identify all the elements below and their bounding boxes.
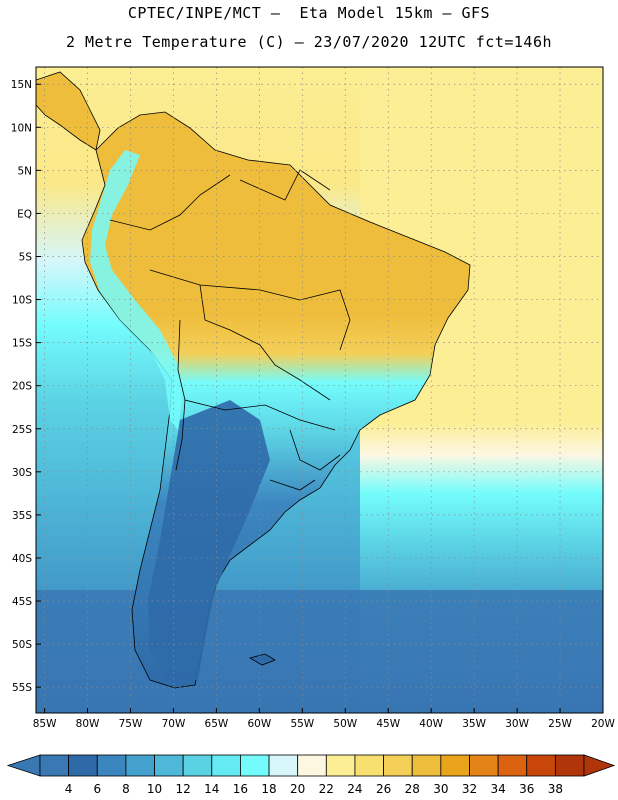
colorbar-swatch (39, 754, 70, 777)
lat-tick-label: 40S (12, 553, 32, 565)
central-america-land (36, 71, 101, 151)
colorbar-swatch (497, 754, 528, 777)
colorbar-swatch (96, 754, 127, 777)
lon-tick-label: 55W (290, 718, 314, 730)
graticule (36, 67, 603, 713)
colorbar-label: 34 (490, 782, 505, 796)
lon-tick-label: 80W (76, 718, 100, 730)
lon-tick-label: 35W (462, 718, 486, 730)
map-frame (35, 66, 604, 714)
colorbar-swatch (240, 754, 270, 777)
lon-tick-label: 70W (162, 718, 186, 730)
lat-tick-label: 10N (11, 122, 32, 134)
country-borders (109, 169, 351, 491)
lon-tick-label: 45W (376, 718, 400, 730)
colorbar-label: 16 (233, 782, 248, 796)
colorbar-label: 28 (405, 782, 420, 796)
southern-ocean-field (36, 590, 603, 713)
lon-tick-label: 85W (33, 718, 57, 730)
lat-tick-label: 35S (12, 510, 32, 522)
lat-tick-label: 15N (11, 79, 32, 91)
lat-tick-label: 15S (12, 338, 32, 350)
colorbar-swatch (125, 754, 155, 777)
colorbar-swatch (325, 754, 356, 777)
lon-tick-label: 60W (247, 718, 271, 730)
lon-tick-label: 65W (205, 718, 229, 730)
map-subtitle: 2 Metre Temperature (C) – 23/07/2020 12U… (65, 33, 553, 51)
lon-tick-label: 50W (333, 718, 357, 730)
map-plot-area (36, 67, 603, 713)
lon-tick-label: 25W (548, 718, 572, 730)
lat-tick-label: EQ (17, 208, 32, 220)
colorbar-swatch (469, 754, 499, 777)
colorbar-swatch (68, 754, 98, 777)
colorbar-swatch (182, 754, 213, 777)
colorbar-swatch (354, 754, 384, 777)
colorbar-min-arrow (6, 754, 41, 777)
lon-tick-label: 20W (591, 718, 615, 730)
colorbar-label: 24 (347, 782, 362, 796)
colorbar-label: 14 (204, 782, 219, 796)
colorbar-swatch (297, 754, 327, 777)
colorbar-swatch (554, 754, 585, 777)
lon-tick-label: 30W (505, 718, 529, 730)
colorbar-swatch (526, 754, 556, 777)
colorbar-label: 26 (376, 782, 391, 796)
latitude-axis: 15N 10N 5N EQ 5S 10S 15S 20S 25S 30S 35S 40S 45S 50S 5… (11, 79, 41, 694)
lat-tick-label: 30S (12, 467, 32, 479)
lat-tick-label: 50S (12, 639, 32, 651)
lon-tick-label: 75W (119, 718, 143, 730)
map-title: CPTEC/INPE/MCT – Eta Model 15km – GFS (127, 4, 491, 22)
andes-cool-band (90, 150, 182, 430)
lat-tick-label: 45S (12, 596, 32, 608)
longitude-axis: 85W 80W 75W 70W 65W 60W 55W 50W 45W 40W 35W 30W 25W 2… (33, 708, 615, 730)
colorbar-swatch (268, 754, 299, 777)
colorbar-label: 12 (176, 782, 191, 796)
colorbar-swatch (383, 754, 413, 777)
colorbar-swatch (211, 754, 241, 777)
colorbar-label: 38 (548, 782, 563, 796)
lat-tick-label: 55S (12, 682, 32, 694)
colorbar-label: 30 (433, 782, 448, 796)
colorbar-swatch (154, 754, 184, 777)
colorbar-label: 10 (147, 782, 162, 796)
lat-tick-label: 20S (12, 381, 32, 393)
colorbar-label: 22 (319, 782, 334, 796)
lat-tick-label: 5N (17, 165, 32, 177)
falkland-islands (248, 653, 276, 666)
colorbar-label: 4 (65, 782, 73, 796)
colorbar: 4 6 8 10 12 14 16 18 20 22 24 26 28 30 32 34 36 38 (6, 754, 616, 796)
colorbar-label: 36 (519, 782, 534, 796)
lat-tick-label: 25S (12, 424, 32, 436)
patagonia-cold (148, 400, 270, 682)
colorbar-label: 32 (462, 782, 477, 796)
lat-tick-label: 10S (12, 295, 32, 307)
lat-tick-label: 5S (19, 251, 33, 263)
lon-tick-label: 40W (419, 718, 443, 730)
colorbar-label: 6 (93, 782, 101, 796)
colorbar-swatch (440, 754, 470, 777)
colorbar-label: 8 (122, 782, 130, 796)
colorbar-max-arrow (583, 754, 616, 777)
colorbar-label: 20 (290, 782, 305, 796)
colorbar-label: 18 (261, 782, 276, 796)
colorbar-swatch (411, 754, 442, 777)
